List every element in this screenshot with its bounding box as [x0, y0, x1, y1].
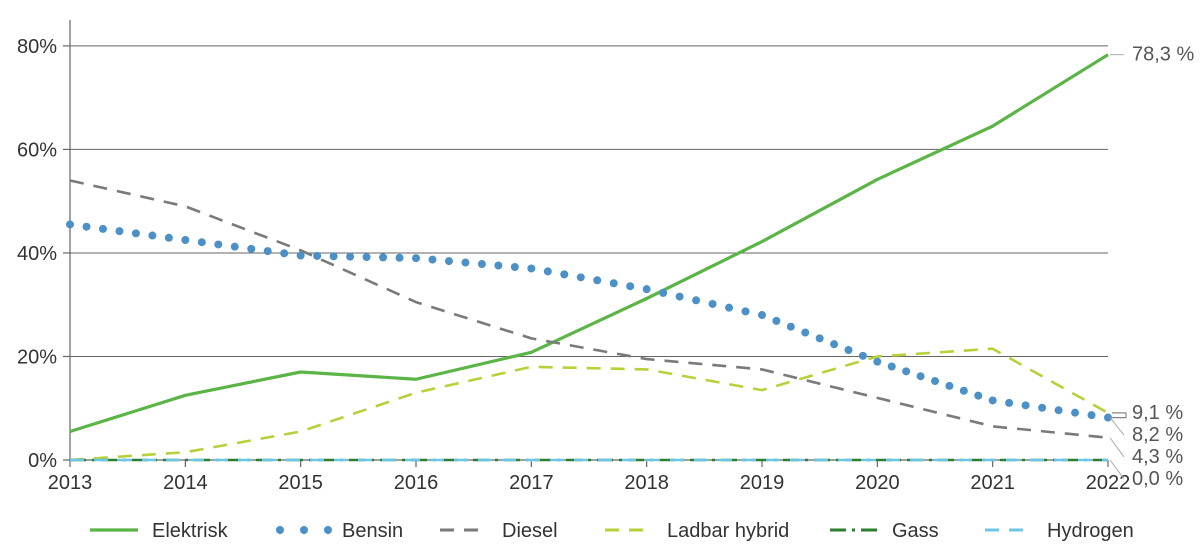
series-dot [643, 285, 651, 293]
end-value-label: 9,1 % [1132, 402, 1183, 424]
series-dot [99, 225, 107, 233]
x-tick-label: 2021 [970, 472, 1015, 494]
series-dot [888, 363, 896, 371]
legend-label: Bensin [342, 520, 403, 542]
series-dot [692, 296, 700, 304]
legend-swatch-dot [324, 526, 332, 534]
series-dot [610, 279, 618, 287]
series-dot [247, 245, 255, 253]
x-tick-label: 2022 [1086, 472, 1131, 494]
series-dot [412, 254, 420, 262]
series-dot [264, 247, 272, 255]
series-dot [989, 396, 997, 404]
series-dot [816, 334, 824, 342]
series-dot [445, 257, 453, 265]
series-dot [330, 252, 338, 260]
end-value-label: 78,3 % [1132, 44, 1194, 66]
series-dot [742, 307, 750, 315]
series-dot [66, 220, 74, 228]
series-dot [181, 236, 189, 244]
y-tick-label: 40% [17, 243, 57, 265]
fuel-share-line-chart: 0% 20% 40% 60% 80% 2013 2014 2015 2016 2017 2018 20… [0, 0, 1200, 558]
legend-label: Diesel [502, 520, 558, 542]
series-dot [801, 329, 809, 337]
series-dot [931, 377, 939, 385]
end-value-label: 4,3 % [1132, 446, 1183, 468]
series-dot [198, 238, 206, 246]
series-dot [1071, 409, 1079, 417]
series-dot [1104, 414, 1112, 422]
series-dot [859, 352, 867, 360]
series-dot [363, 253, 371, 261]
series-dot [214, 240, 222, 248]
series-dot [725, 304, 733, 312]
series-dot [231, 243, 239, 251]
series-dot [659, 289, 667, 297]
series-dot [132, 229, 140, 237]
y-tick-label: 60% [17, 139, 57, 161]
series-dot [115, 227, 123, 235]
series-dot [787, 323, 795, 331]
x-tick-label: 2020 [855, 472, 900, 494]
series-dot [626, 282, 634, 290]
x-tick-label: 2016 [394, 472, 439, 494]
x-tick-label: 2017 [509, 472, 554, 494]
series-dot [1088, 411, 1096, 419]
chart-svg: 0% 20% 40% 60% 80% 2013 2014 2015 2016 2017 2018 20… [0, 0, 1200, 558]
series-dot [960, 387, 968, 395]
legend-swatch-dot [300, 526, 308, 534]
series-dot [577, 273, 585, 281]
series-dot [511, 263, 519, 271]
series-dot [478, 260, 486, 268]
series-dot [1038, 404, 1046, 412]
series-dot [917, 372, 925, 380]
x-tick-label: 2013 [48, 472, 93, 494]
series-dot [845, 346, 853, 354]
series-dot [945, 382, 953, 390]
series-dot [593, 276, 601, 284]
series-dot [165, 234, 173, 242]
series-dot [560, 270, 568, 278]
series-dot [974, 392, 982, 400]
y-tick-label: 80% [17, 36, 57, 58]
legend-label: Hydrogen [1047, 520, 1134, 542]
end-value-label: 8,2 % [1132, 424, 1183, 446]
series-dot [1055, 406, 1063, 414]
series-dot [772, 317, 780, 325]
series-dot [494, 262, 502, 270]
y-tick-label: 0% [28, 450, 57, 472]
y-tick-label: 20% [17, 346, 57, 368]
x-tick-label: 2014 [163, 472, 208, 494]
series-dot [346, 253, 354, 261]
x-tick-label: 2019 [740, 472, 785, 494]
series-dot [902, 367, 910, 375]
series-dot [758, 311, 766, 319]
series-dot [544, 267, 552, 275]
series-dot [709, 300, 717, 308]
x-tick-label: 2015 [278, 472, 323, 494]
series-dot [428, 256, 436, 264]
series-dot [1022, 401, 1030, 409]
series-dot [148, 232, 156, 240]
end-value-label: 0,0 % [1132, 468, 1183, 490]
series-dot [379, 253, 387, 261]
series-dot [676, 293, 684, 301]
series-dot [1005, 399, 1013, 407]
legend-swatch-dot [276, 526, 284, 534]
series-dot [82, 223, 90, 231]
legend-label: Gass [892, 520, 939, 542]
series-dot [280, 249, 288, 257]
series-dot [527, 264, 535, 272]
series-dot [830, 340, 838, 348]
legend-label: Ladbar hybrid [667, 520, 789, 542]
series-dot [461, 259, 469, 267]
x-tick-label: 2018 [624, 472, 669, 494]
series-dot [396, 254, 404, 262]
series-dot [313, 252, 321, 260]
series-dot [873, 358, 881, 366]
legend-label: Elektrisk [152, 520, 229, 542]
